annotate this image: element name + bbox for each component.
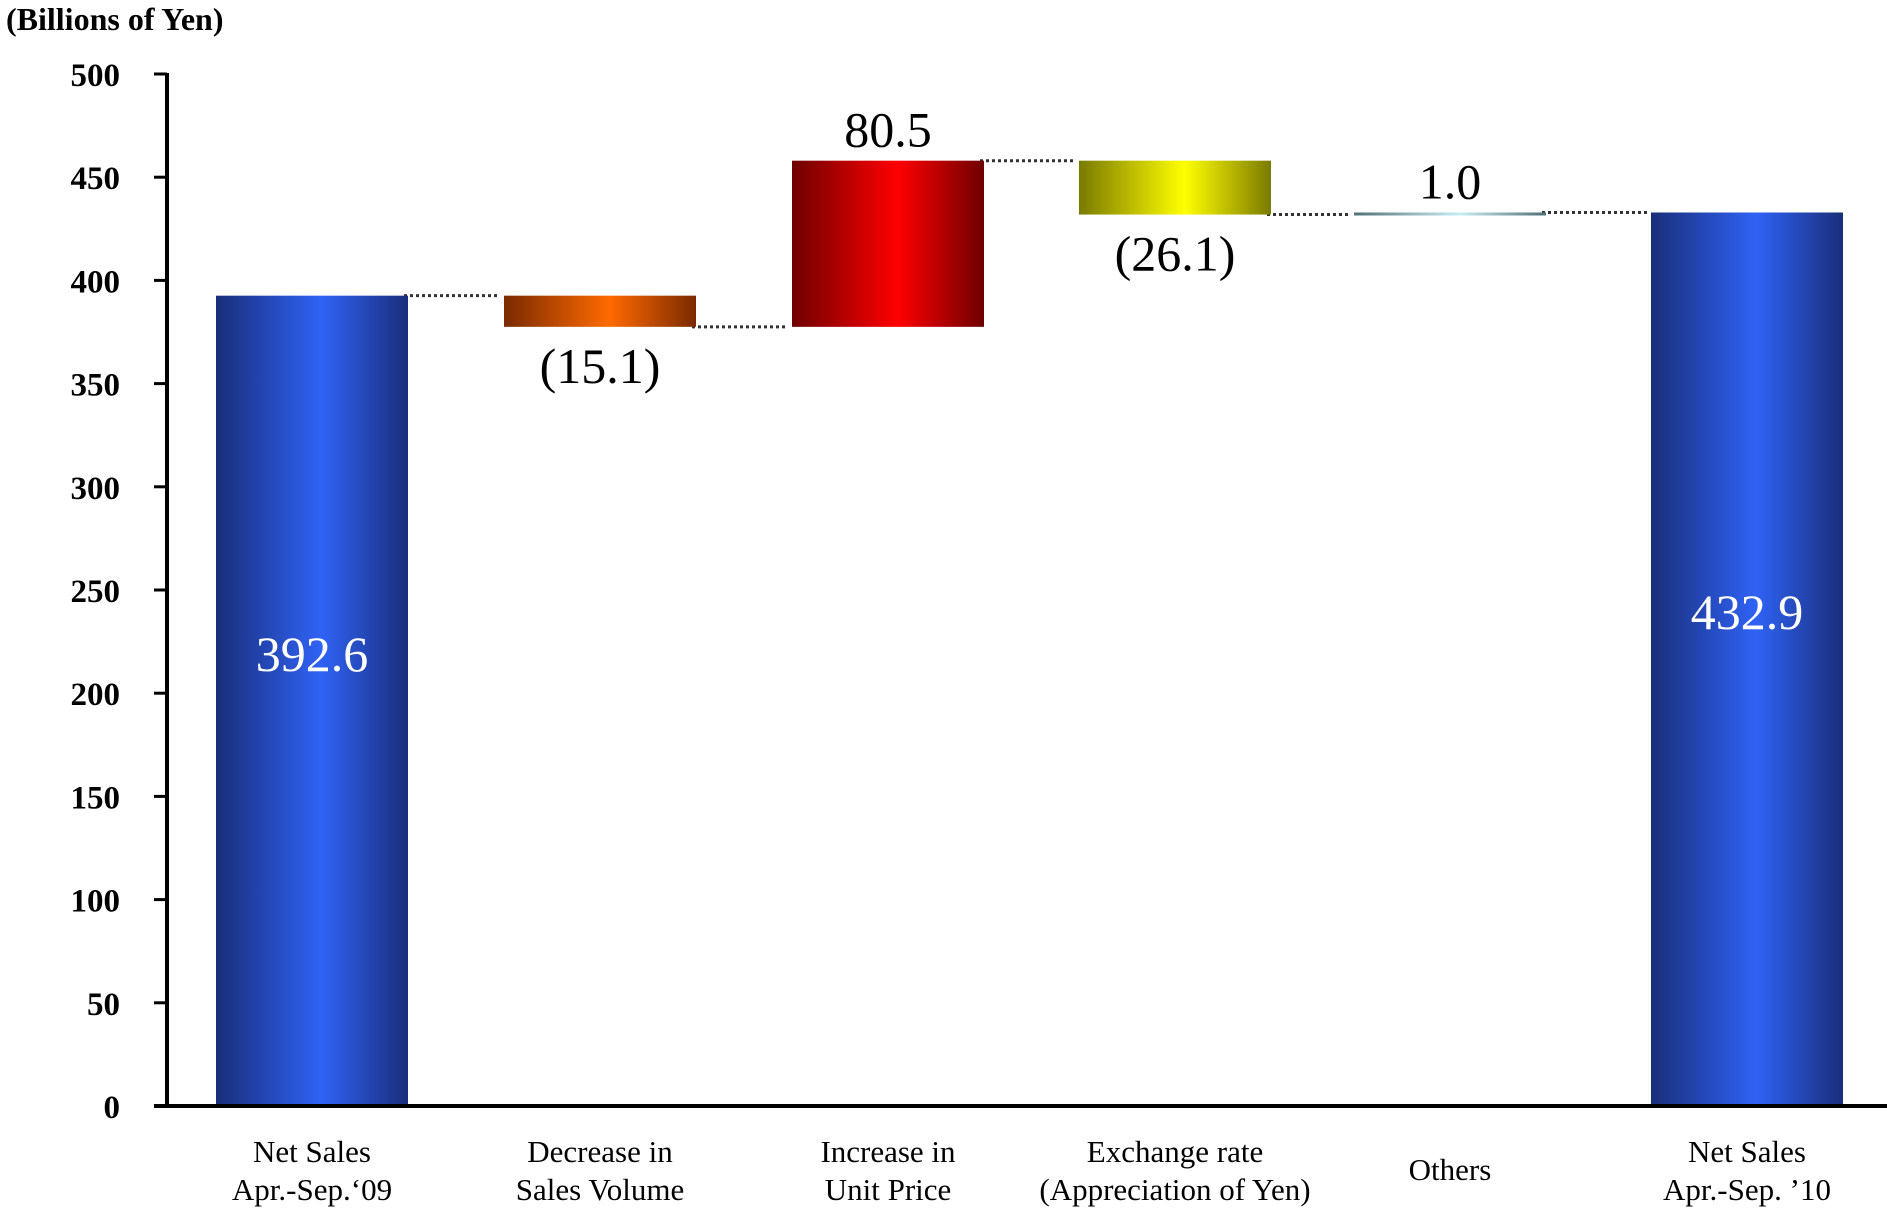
- category-label-line: Exchange rate: [1087, 1134, 1263, 1169]
- value-label-0: 392.6: [256, 626, 369, 682]
- bar-0: [216, 295, 408, 1107]
- y-tick-label: 250: [71, 574, 121, 610]
- bar-2: [792, 160, 984, 327]
- category-label-line: Unit Price: [825, 1172, 952, 1207]
- y-tick-label: 450: [71, 161, 121, 197]
- bar-5: [1651, 212, 1843, 1107]
- value-label-3: (26.1): [1115, 226, 1236, 282]
- y-tick-label: 150: [71, 780, 121, 816]
- bar-4: [1354, 212, 1546, 216]
- y-tick-label: 300: [71, 471, 121, 507]
- value-label-4: 1.0: [1419, 153, 1482, 209]
- category-label-line: Net Sales: [253, 1134, 371, 1169]
- category-label-line: Apr.-Sep.‘09: [232, 1172, 392, 1207]
- y-tick-label: 0: [104, 1090, 121, 1126]
- value-label-1: (15.1): [540, 338, 661, 394]
- y-tick-label: 50: [87, 987, 120, 1023]
- category-label-line: (Appreciation of Yen): [1039, 1172, 1310, 1207]
- category-label-line: Sales Volume: [516, 1172, 685, 1207]
- y-tick-label: 100: [71, 884, 121, 920]
- value-labels: 392.6 (15.1) 80.5 (26.1) 1.0 432.9: [256, 102, 1804, 682]
- category-label-line: Net Sales: [1688, 1134, 1806, 1169]
- unit-label: (Billions of Yen): [6, 1, 224, 37]
- category-label-line: Increase in: [820, 1134, 956, 1169]
- value-label-2: 80.5: [844, 102, 932, 158]
- bar-1: [504, 295, 696, 327]
- category-label-3: Exchange rate(Appreciation of Yen): [1039, 1134, 1310, 1207]
- value-label-5: 432.9: [1691, 584, 1804, 640]
- y-tick-label: 200: [71, 677, 121, 713]
- bar-3: [1079, 160, 1271, 215]
- y-tick-label: 500: [71, 58, 121, 94]
- connector-lines: [404, 159, 1647, 329]
- category-label-line: Apr.-Sep. ’10: [1663, 1172, 1831, 1207]
- category-label-line: Others: [1409, 1152, 1492, 1187]
- y-tick-label: 400: [71, 264, 121, 300]
- bars: [216, 160, 1843, 1107]
- y-tick-label: 350: [71, 368, 121, 404]
- y-axis-ticks: 0 50 100 150 200 250 300 350 400 450 500: [71, 58, 167, 1126]
- category-label-4: Others: [1409, 1152, 1492, 1187]
- category-label-line: Decrease in: [527, 1134, 673, 1169]
